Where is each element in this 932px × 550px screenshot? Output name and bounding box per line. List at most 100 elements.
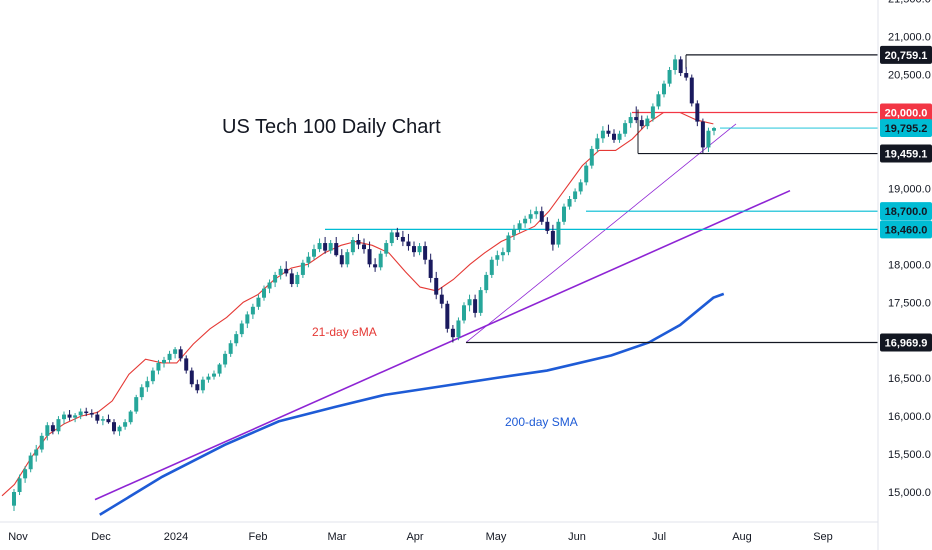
- candle-body: [523, 218, 528, 224]
- candle-body: [234, 334, 239, 344]
- candle-body: [262, 288, 266, 298]
- candle-body: [617, 133, 622, 140]
- candle-body: [228, 343, 233, 354]
- candle-body: [189, 370, 194, 385]
- candle-body: [306, 256, 311, 263]
- candle-body: [434, 277, 439, 295]
- candle-body: [278, 268, 283, 275]
- x-tick-label: Nov: [8, 531, 28, 543]
- price-badge-label: 20,000.0: [885, 108, 928, 120]
- candle-body: [289, 273, 294, 285]
- candle-body: [334, 243, 339, 256]
- x-tick-label: Apr: [406, 531, 423, 543]
- candle-body: [606, 130, 611, 134]
- candle-body: [73, 415, 78, 418]
- candle-body: [423, 246, 428, 260]
- candle-body: [34, 449, 39, 456]
- candle-body: [478, 290, 483, 313]
- candle-body: [117, 426, 122, 432]
- candle-body: [589, 148, 594, 166]
- candle-body: [395, 232, 400, 237]
- candle-body: [489, 259, 494, 275]
- candle-body: [506, 235, 511, 253]
- y-tick-label: 15,000.0: [888, 487, 931, 499]
- indicator-lines: [1, 111, 791, 516]
- candle-body: [428, 259, 433, 278]
- candle-body: [634, 117, 639, 121]
- ema-annotation: 21-day eMA: [312, 325, 377, 339]
- candle-body: [178, 349, 183, 359]
- candle-body: [700, 121, 705, 148]
- candle-body: [162, 359, 166, 363]
- price-badge: [880, 119, 932, 138]
- candle-body: [578, 182, 583, 192]
- candle-body: [517, 223, 522, 230]
- candle-body: [389, 232, 394, 244]
- candle-body: [639, 120, 644, 127]
- y-axis: 15,000.015,500.016,000.016,500.017,000.0…: [877, 0, 931, 550]
- candle-body: [467, 299, 472, 306]
- trend-line-short: [465, 123, 737, 343]
- candle-body: [550, 230, 555, 245]
- candle-body: [145, 381, 150, 388]
- price-badge: [880, 333, 932, 352]
- candle-body: [78, 411, 83, 416]
- candle-body: [328, 243, 333, 251]
- candle-body: [106, 419, 111, 423]
- candle-body: [595, 138, 600, 149]
- candle-body: [206, 376, 211, 380]
- price-badge: [880, 45, 932, 64]
- candle-body: [89, 413, 94, 415]
- candle-body: [473, 299, 478, 313]
- candle-body: [312, 249, 316, 257]
- candle-body: [712, 128, 716, 131]
- candle-body: [50, 425, 55, 432]
- candle-body: [667, 69, 672, 84]
- candle-body: [512, 229, 516, 236]
- candle-body: [273, 274, 278, 283]
- price-badge-label: 18,460.0: [885, 224, 928, 236]
- candle-body: [173, 349, 178, 354]
- price-badge: [880, 202, 932, 221]
- price-badge-label: 19,795.2: [885, 123, 928, 135]
- candle-body: [400, 236, 405, 242]
- candle-body: [356, 240, 361, 245]
- candle-body: [545, 221, 550, 231]
- candle-body: [556, 221, 561, 245]
- candle-body: [23, 469, 28, 479]
- price-badge-label: 19,459.1: [885, 149, 928, 161]
- candle-body: [539, 211, 544, 222]
- candle-body: [256, 297, 261, 307]
- candle-body: [528, 214, 533, 219]
- candle-body: [706, 130, 711, 148]
- y-tick-label: 18,000.0: [888, 259, 931, 271]
- candle-body: [367, 249, 372, 265]
- candle-body: [689, 77, 694, 104]
- candle-body: [212, 373, 216, 377]
- candle-body: [267, 282, 272, 289]
- x-tick-label: Sep: [813, 531, 833, 543]
- candle-body: [95, 414, 100, 421]
- candle-body: [39, 435, 44, 450]
- candle-body: [673, 59, 678, 70]
- candle-body: [223, 353, 228, 365]
- candle-body: [323, 243, 328, 251]
- price-badges: 20,759.1 20,000.0 19,795.2 19,459.1 18,700.0…: [880, 45, 932, 352]
- candle-body: [384, 243, 389, 254]
- candle-body: [345, 252, 350, 265]
- candle-body: [317, 243, 322, 250]
- candle-body: [406, 241, 411, 247]
- candle-body: [484, 274, 489, 291]
- candle-body: [245, 314, 250, 324]
- y-tick-label: 17,500.0: [888, 297, 931, 309]
- candle-body: [417, 246, 422, 253]
- candle-body: [656, 94, 661, 107]
- candle-body: [584, 165, 589, 183]
- candle-body: [373, 264, 378, 268]
- candle-body: [695, 103, 700, 122]
- candle-body: [84, 411, 89, 414]
- ema21-line: [1, 111, 714, 497]
- candle-body: [567, 199, 572, 207]
- x-tick-label: Jul: [652, 531, 666, 543]
- candle-body: [56, 419, 61, 432]
